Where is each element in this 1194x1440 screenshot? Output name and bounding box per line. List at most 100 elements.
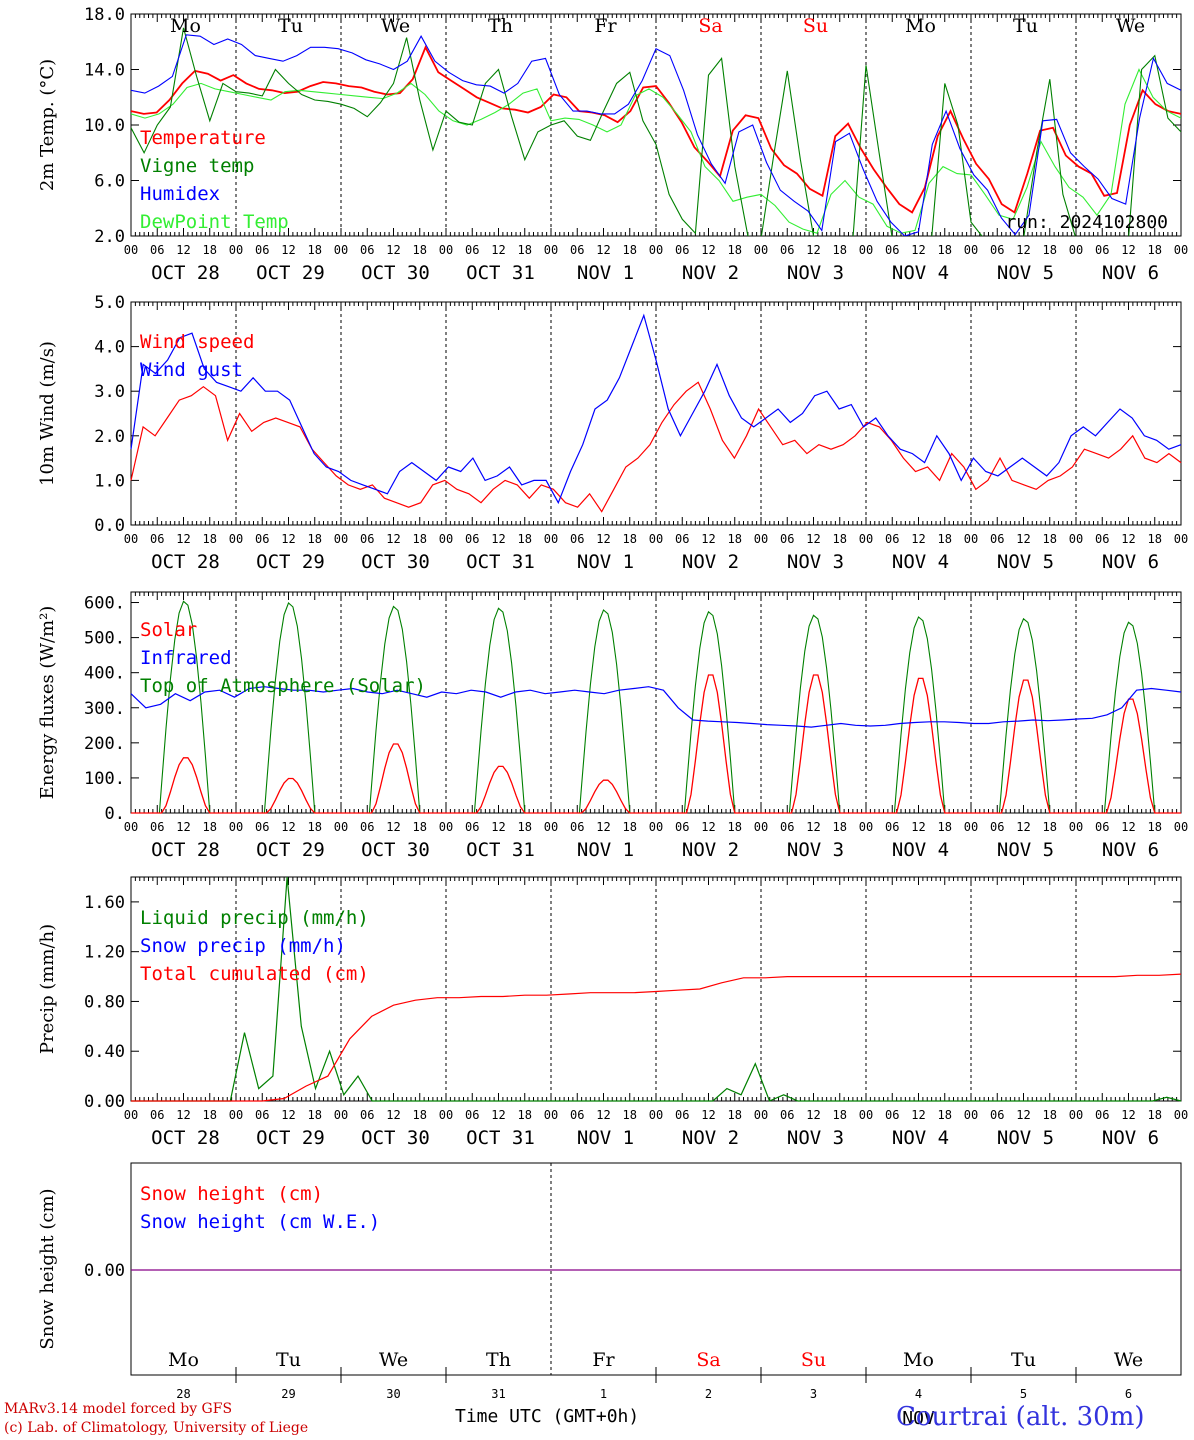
hour-tick-label: 18 bbox=[1043, 1108, 1057, 1122]
hour-tick-label: 12 bbox=[701, 243, 715, 257]
time-axis-label: Time UTC (GMT+0h) bbox=[455, 1406, 640, 1427]
hour-tick-label: 18 bbox=[308, 1108, 322, 1122]
date-label: NOV 1 bbox=[577, 839, 634, 861]
hour-tick-label: 18 bbox=[833, 243, 847, 257]
series-line-toa-solar bbox=[158, 600, 1181, 814]
hour-tick-label: 12 bbox=[491, 820, 505, 834]
date-label: NOV 1 bbox=[577, 1127, 634, 1149]
legend-entry: Infrared bbox=[140, 647, 232, 669]
weekday-label: We bbox=[379, 1349, 408, 1371]
legend-entry: Humidex bbox=[140, 183, 220, 205]
hour-tick-label: 12 bbox=[176, 1108, 190, 1122]
hour-tick-label: 12 bbox=[596, 243, 610, 257]
hour-tick-label: 00 bbox=[859, 820, 873, 834]
hour-tick-label: 12 bbox=[1121, 532, 1135, 546]
hour-tick-label: 18 bbox=[833, 1108, 847, 1122]
hour-tick-label: 18 bbox=[623, 243, 637, 257]
hour-tick-label: 06 bbox=[570, 1108, 584, 1122]
hour-tick-label: 06 bbox=[360, 243, 374, 257]
weekday-label: We bbox=[1114, 1349, 1143, 1371]
date-label: OCT 31 bbox=[466, 551, 535, 573]
weekday-label: Tu bbox=[276, 1349, 301, 1371]
hour-tick-label: 18 bbox=[413, 1108, 427, 1122]
hour-tick-label: 18 bbox=[728, 820, 742, 834]
hour-tick-label: 06 bbox=[1095, 1108, 1109, 1122]
y-tick-label: 3.0 bbox=[94, 382, 125, 402]
hour-tick-label: 18 bbox=[728, 1108, 742, 1122]
date-label: NOV 3 bbox=[787, 262, 844, 284]
day-number: 1 bbox=[600, 1387, 607, 1401]
hour-tick-label: 00 bbox=[439, 820, 453, 834]
hour-tick-label: 06 bbox=[990, 243, 1004, 257]
hour-tick-label: 12 bbox=[911, 820, 925, 834]
hour-tick-label: 06 bbox=[675, 243, 689, 257]
hour-tick-label: 18 bbox=[1043, 243, 1057, 257]
hour-tick-label: 18 bbox=[938, 243, 952, 257]
hour-tick-label: 00 bbox=[229, 532, 243, 546]
date-label: NOV 2 bbox=[682, 1127, 739, 1149]
hour-tick-label: 12 bbox=[491, 532, 505, 546]
weekday-label: We bbox=[381, 15, 410, 37]
hour-tick-label: 12 bbox=[1121, 1108, 1135, 1122]
legend-entry: Total cumulated (cm) bbox=[140, 963, 369, 985]
hour-tick-label: 00 bbox=[229, 820, 243, 834]
series-line-vigne-temp bbox=[131, 27, 1181, 236]
date-label: NOV 5 bbox=[997, 1127, 1054, 1149]
hour-tick-label: 18 bbox=[518, 1108, 532, 1122]
hour-tick-label: 00 bbox=[859, 532, 873, 546]
date-label: NOV 2 bbox=[682, 839, 739, 861]
hour-tick-label: 18 bbox=[938, 532, 952, 546]
date-label: OCT 29 bbox=[256, 839, 325, 861]
hour-tick-label: 00 bbox=[124, 243, 138, 257]
series-line-wind-gust bbox=[130, 313, 1182, 505]
date-label: NOV 6 bbox=[1102, 551, 1159, 573]
date-label: NOV 4 bbox=[892, 1127, 949, 1149]
hour-tick-label: 18 bbox=[413, 532, 427, 546]
hour-tick-label: 18 bbox=[203, 1108, 217, 1122]
date-label: NOV 4 bbox=[892, 551, 949, 573]
hour-tick-label: 06 bbox=[465, 243, 479, 257]
hour-tick-label: 18 bbox=[833, 532, 847, 546]
y-tick-label: 600. bbox=[84, 594, 125, 614]
hour-tick-label: 06 bbox=[570, 820, 584, 834]
hour-tick-label: 18 bbox=[833, 820, 847, 834]
hour-tick-label: 18 bbox=[203, 243, 217, 257]
series-line-infrared bbox=[130, 686, 1182, 728]
legend-entry: Vigne temp bbox=[140, 155, 254, 177]
hour-tick-label: 12 bbox=[491, 1108, 505, 1122]
hour-tick-label: 00 bbox=[1174, 243, 1188, 257]
hour-tick-label: 00 bbox=[1069, 532, 1083, 546]
date-label: NOV 5 bbox=[997, 551, 1054, 573]
hour-tick-label: 12 bbox=[1016, 243, 1030, 257]
hour-tick-label: 00 bbox=[964, 820, 978, 834]
hour-tick-label: 06 bbox=[465, 820, 479, 834]
series-line-total-cumulated-cm- bbox=[131, 973, 1182, 1102]
weekday-label: Fr bbox=[592, 1349, 615, 1371]
date-label: NOV 5 bbox=[997, 262, 1054, 284]
date-label: OCT 30 bbox=[361, 262, 430, 284]
hour-tick-label: 06 bbox=[885, 1108, 899, 1122]
hour-tick-label: 06 bbox=[1095, 532, 1109, 546]
hour-tick-label: 12 bbox=[386, 820, 400, 834]
series-line-humidex bbox=[131, 34, 1181, 236]
hour-tick-label: 12 bbox=[911, 243, 925, 257]
hour-tick-label: 18 bbox=[413, 243, 427, 257]
day-number: 30 bbox=[386, 1387, 400, 1401]
y-axis-label: 10m Wind (m/s) bbox=[37, 341, 58, 486]
legend-entry: Snow height (cm W.E.) bbox=[140, 1211, 380, 1233]
hour-tick-label: 18 bbox=[518, 820, 532, 834]
hour-tick-label: 06 bbox=[570, 243, 584, 257]
hour-tick-label: 00 bbox=[754, 532, 768, 546]
copyright-line: (c) Lab. of Climatology, University of L… bbox=[4, 1420, 309, 1436]
y-tick-label: 500. bbox=[84, 629, 125, 649]
y-tick-label: 300. bbox=[84, 699, 125, 719]
date-label: OCT 30 bbox=[361, 1127, 430, 1149]
date-label: NOV 2 bbox=[682, 262, 739, 284]
legend-entry: DewPoint Temp bbox=[140, 211, 289, 233]
hour-tick-label: 00 bbox=[334, 820, 348, 834]
date-label: NOV 4 bbox=[892, 839, 949, 861]
hour-tick-label: 12 bbox=[1121, 820, 1135, 834]
date-label: NOV 4 bbox=[892, 262, 949, 284]
weekday-label: Su bbox=[801, 1349, 826, 1371]
date-label: NOV 2 bbox=[682, 551, 739, 573]
